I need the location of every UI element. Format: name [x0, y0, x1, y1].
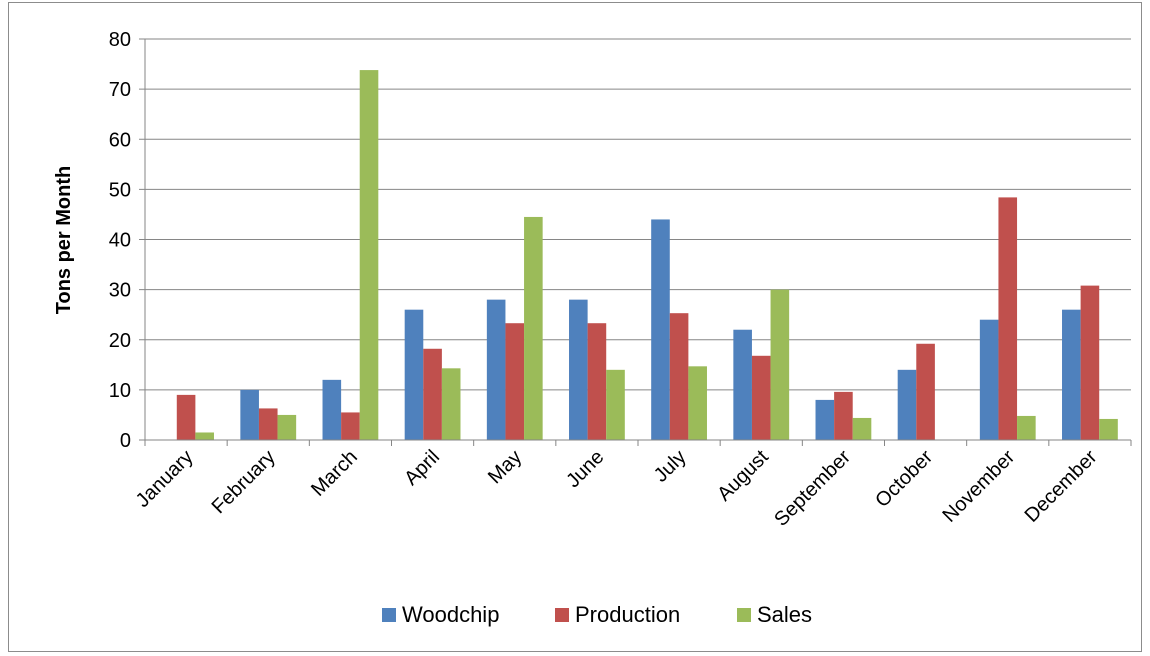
- bar-woodchip-june: [569, 299, 588, 440]
- legend: Woodchip Production Sales: [382, 602, 812, 627]
- bar-production-june: [587, 323, 607, 440]
- bar-sales-september: [852, 417, 872, 440]
- bar-production-september: [834, 391, 853, 440]
- legend-swatch-production: [555, 608, 569, 622]
- bar-sales-march: [359, 70, 379, 440]
- bar-woodchip-february: [240, 389, 259, 440]
- bar-woodchip-august: [733, 329, 752, 440]
- y-tick-label: 70: [109, 79, 131, 101]
- x-tick-label: July: [650, 446, 691, 487]
- bar-sales-november: [1017, 415, 1036, 440]
- x-tick-label: November: [938, 446, 1019, 527]
- bar-production-november: [998, 197, 1018, 440]
- bar-sales-february: [277, 414, 297, 440]
- bar-production-february: [258, 408, 278, 440]
- legend-swatch-sales: [737, 608, 751, 622]
- bar-woodchip-july: [651, 219, 670, 440]
- x-tick-label: August: [713, 446, 773, 506]
- x-tick-label: March: [307, 446, 362, 501]
- x-tick-label: January: [132, 446, 198, 512]
- bar-sales-july: [688, 366, 707, 440]
- y-tick-label: 20: [109, 330, 131, 352]
- y-tick-label: 50: [109, 179, 131, 201]
- bar-sales-june: [606, 369, 625, 440]
- bar-woodchip-september: [815, 399, 835, 440]
- y-tick-labels: 0 10 20 30 40 50 60 70 80: [109, 29, 131, 452]
- bar-woodchip-november: [979, 319, 999, 440]
- bar-production-january: [176, 394, 196, 440]
- y-tick-label: 80: [109, 29, 131, 51]
- x-tick-label: February: [208, 446, 280, 518]
- legend-label-woodchip: Woodchip: [402, 602, 499, 627]
- y-tick-label: 10: [109, 380, 131, 402]
- bar-woodchip-may: [486, 299, 506, 440]
- bar-woodchip-december: [1062, 309, 1081, 440]
- x-tick-label: May: [484, 446, 526, 488]
- bar-woodchip-april: [404, 309, 424, 440]
- x-tick-label: September: [770, 446, 855, 531]
- bar-sales-december: [1099, 418, 1118, 440]
- legend-swatch-woodchip: [382, 608, 396, 622]
- gridlines: [139, 38, 1131, 441]
- bar-production-april: [423, 348, 442, 440]
- x-tick-label: October: [871, 446, 937, 512]
- x-tick-label: April: [400, 446, 444, 490]
- bars: [176, 70, 1118, 440]
- legend-label-sales: Sales: [757, 602, 812, 627]
- bar-sales-january: [195, 432, 214, 440]
- bar-sales-april: [441, 368, 461, 440]
- bar-production-july: [669, 313, 689, 440]
- bar-production-december: [1080, 285, 1100, 440]
- x-tick-label: June: [562, 446, 608, 492]
- bar-production-august: [751, 355, 771, 440]
- bar-woodchip-march: [322, 379, 342, 440]
- y-tick-label: 40: [109, 230, 131, 252]
- axes: [144, 39, 1132, 446]
- y-tick-label: 0: [120, 430, 131, 452]
- bar-woodchip-october: [897, 369, 917, 440]
- bar-sales-may: [524, 216, 543, 440]
- legend-label-production: Production: [575, 602, 680, 627]
- x-tick-labels: January February March April May June July Augu…: [132, 446, 1102, 531]
- bar-production-october: [916, 343, 935, 440]
- y-tick-label: 30: [109, 280, 131, 302]
- y-tick-label: 60: [109, 129, 131, 151]
- bar-production-march: [341, 412, 360, 440]
- y-axis-label: Tons per Month: [53, 166, 75, 315]
- bar-production-may: [505, 323, 525, 440]
- x-tick-label: December: [1021, 446, 1102, 527]
- bar-sales-august: [770, 289, 790, 440]
